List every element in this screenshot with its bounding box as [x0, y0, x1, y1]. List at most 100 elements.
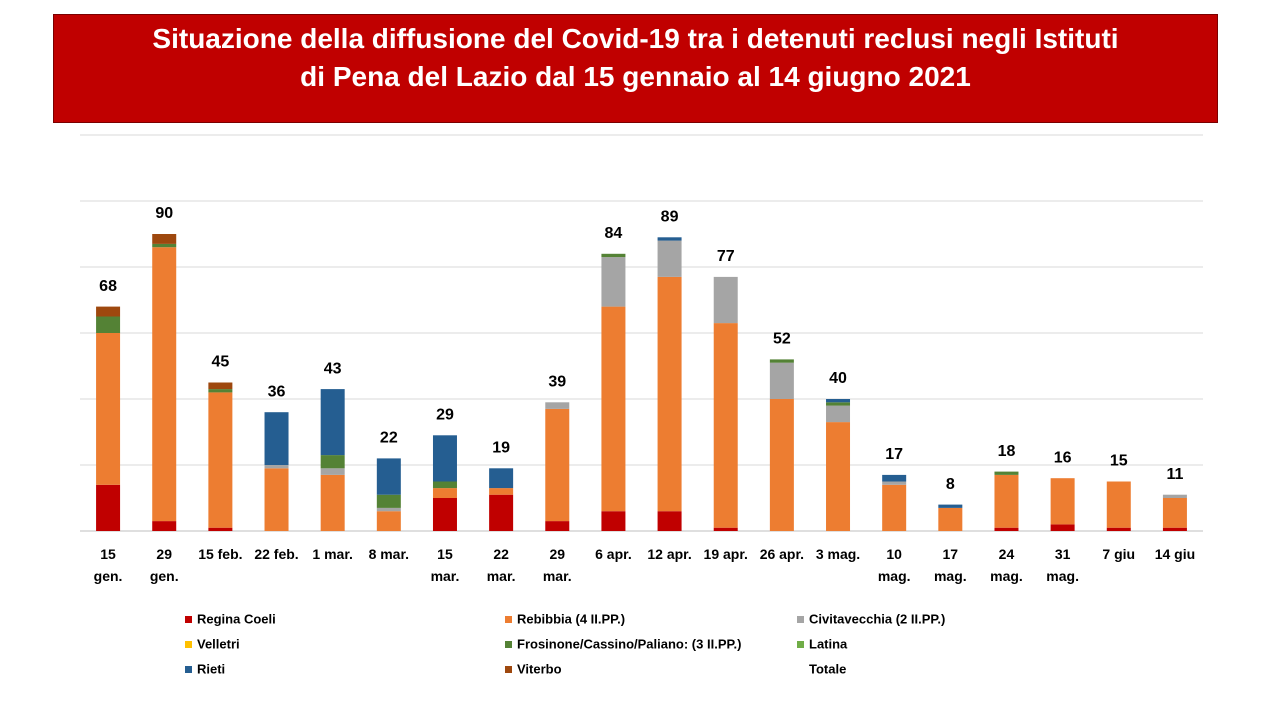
bar-segment: [713, 323, 738, 528]
data-label: 18: [998, 443, 1016, 460]
legend-label: Viterbo: [517, 661, 562, 676]
data-label: 43: [324, 360, 342, 377]
bar-segment: [1106, 527, 1131, 531]
legend-swatch: [185, 641, 192, 648]
bar-segment: [152, 234, 177, 244]
bar-segment: [376, 494, 401, 508]
title-banner: [53, 14, 1218, 123]
data-label: 77: [717, 248, 735, 265]
data-label: 29: [436, 407, 454, 424]
bar-segment: [938, 504, 963, 508]
x-tick-label: 31 mag.: [1046, 546, 1079, 584]
x-tick-label: 24 mag.: [990, 546, 1023, 584]
x-tick-label: 15 feb.: [198, 546, 243, 562]
bar-segment: [994, 527, 1019, 531]
x-tick-label: 22 feb.: [254, 546, 299, 562]
bar-segment: [376, 507, 401, 512]
bar-segment: [208, 389, 233, 393]
legend-label: Civitavecchia (2 II.PP.): [809, 611, 945, 626]
x-tick-label: 19 apr.: [703, 546, 748, 562]
x-tick-label: 8 mar.: [368, 546, 410, 562]
bar-segment: [489, 488, 514, 495]
bar-segment: [152, 247, 177, 522]
bar-segment: [432, 481, 457, 489]
bar-segment: [264, 412, 289, 465]
data-label: 22: [380, 430, 398, 447]
bar-segment: [769, 399, 794, 531]
data-label: 52: [773, 331, 791, 348]
legend-swatch: [797, 616, 804, 623]
data-label: 19: [492, 440, 510, 457]
data-label: 16: [1054, 449, 1072, 466]
x-tick-label: 29 mar.: [542, 546, 572, 584]
chart-title: Situazione della diffusione del Covid-19…: [152, 23, 1119, 92]
data-label: 8: [946, 476, 955, 493]
bar-segment: [320, 455, 345, 469]
bar-segment: [96, 333, 121, 485]
bar-segment: [713, 276, 738, 324]
bar-segment: [601, 253, 626, 258]
data-label: 68: [99, 278, 117, 295]
x-tick-label: 15 mar.: [430, 546, 460, 584]
bar-segment: [601, 306, 626, 512]
bar-segment: [545, 402, 570, 409]
data-label: 40: [829, 370, 847, 387]
x-tick-label: 10 mag.: [877, 546, 911, 584]
bar-segment: [826, 399, 851, 403]
legend-swatch: [505, 641, 512, 648]
legend-swatch: [505, 616, 512, 623]
bar-segment: [1050, 478, 1075, 525]
bar-segment: [264, 468, 289, 531]
data-label: 39: [548, 374, 566, 391]
data-label: 11: [1166, 466, 1183, 483]
bar-segment: [96, 484, 121, 531]
x-tick-label: 15 gen.: [93, 546, 123, 584]
bar-segment: [938, 507, 963, 531]
bar-segment: [882, 474, 907, 482]
legend-swatch: [185, 666, 192, 673]
x-tick-label: 1 mar.: [312, 546, 353, 562]
data-label: 84: [605, 225, 623, 242]
bar-segment: [376, 458, 401, 495]
bar-segment: [601, 257, 626, 307]
bar-segment: [826, 405, 851, 423]
bar-segment: [152, 243, 177, 248]
legend-label: Regina Coeli: [197, 611, 276, 626]
bar-segment: [1050, 524, 1075, 531]
bar-segment: [657, 240, 682, 277]
bar-segment: [713, 527, 738, 531]
x-tick-label: 3 mag.: [815, 546, 861, 562]
x-tick-label: 14 giu: [1154, 546, 1196, 562]
legend-label: Latina: [809, 636, 848, 651]
bar-segment: [657, 237, 682, 241]
bar-segment: [545, 408, 570, 522]
bar-segment: [1162, 494, 1187, 498]
bar-segment: [769, 362, 794, 399]
bar-segment: [1162, 527, 1187, 531]
bar-segment: [432, 498, 457, 531]
bar-segment: [208, 392, 233, 528]
legend-label: Rebibbia (4 II.PP.): [517, 611, 625, 626]
x-tick-label: 17 mag.: [933, 546, 967, 584]
bar-segment: [657, 511, 682, 531]
bar-segment: [489, 494, 514, 531]
data-label: 15: [1110, 453, 1128, 470]
x-tick-label: 6 apr.: [595, 546, 632, 562]
bar-segment: [432, 488, 457, 498]
bar-segment: [882, 484, 907, 531]
bar-segment: [96, 316, 121, 333]
bar-segment: [320, 389, 345, 456]
bar-segment: [96, 306, 121, 317]
bar-segment: [826, 402, 851, 406]
bar-segment: [208, 527, 233, 531]
x-tick-label: 22 mar.: [486, 546, 516, 584]
data-label: 17: [885, 446, 903, 463]
x-tick-label: 7 giu: [1102, 546, 1136, 562]
bar-segment: [769, 359, 794, 363]
bar-segment: [545, 521, 570, 531]
bar-segment: [376, 511, 401, 531]
legend-swatch: [505, 666, 512, 673]
legend-label: Velletri: [197, 636, 240, 651]
data-label: 36: [268, 383, 286, 400]
